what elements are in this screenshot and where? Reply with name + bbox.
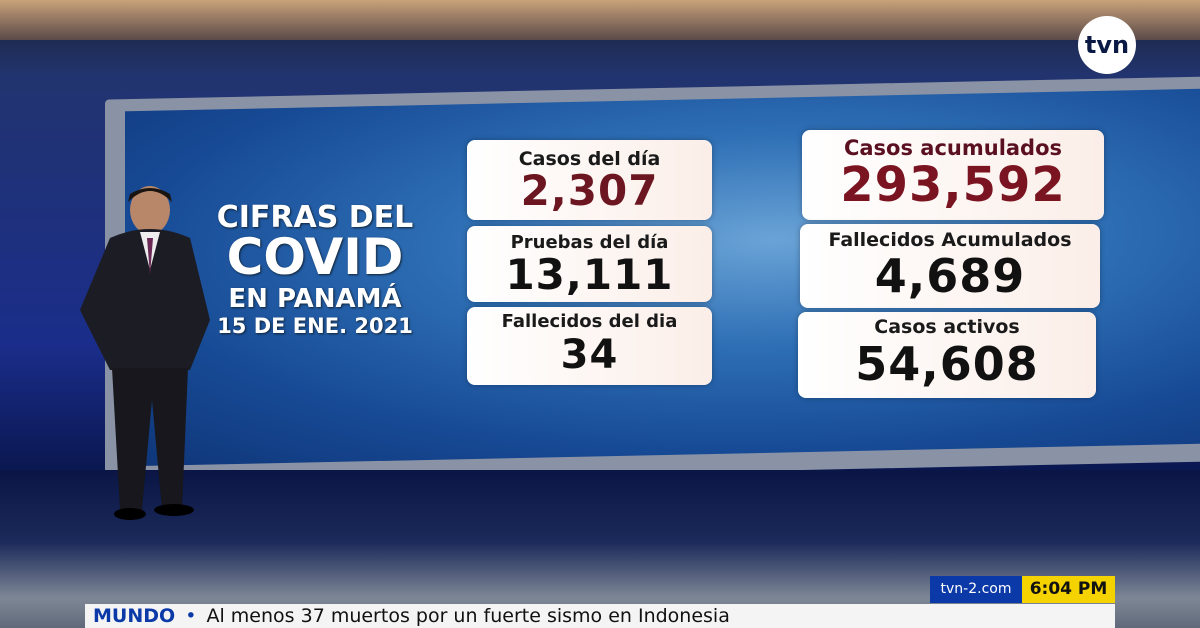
stat-card: Casos del día 2,307 bbox=[467, 140, 712, 220]
ticker-section: MUNDO bbox=[93, 605, 176, 627]
ticker-bar: MUNDO • Al menos 37 muertos por un fuert… bbox=[85, 604, 1115, 628]
board-title: COVID bbox=[226, 228, 404, 286]
presenter bbox=[80, 186, 210, 520]
stat-value: 2,307 bbox=[520, 166, 659, 215]
ticker-headline: Al menos 37 muertos por un fuerte sismo … bbox=[206, 605, 730, 627]
stat-card: Fallecidos Acumulados 4,689 bbox=[800, 224, 1100, 308]
stat-label: Fallecidos del dia bbox=[501, 311, 678, 332]
stat-label: Casos del día bbox=[518, 148, 661, 170]
stat-value: 54,608 bbox=[855, 337, 1039, 391]
stat-label: Fallecidos Acumulados bbox=[828, 229, 1072, 251]
ticker-site: tvn-2.com bbox=[930, 576, 1022, 603]
stat-value: 34 bbox=[560, 332, 619, 378]
stat-label: Pruebas del día bbox=[510, 232, 669, 253]
ceiling bbox=[0, 0, 1200, 40]
stat-label: Casos activos bbox=[874, 316, 1020, 338]
ticker-time: 6:04 PM bbox=[1022, 576, 1115, 603]
stat-card: Fallecidos del dia 34 bbox=[467, 307, 712, 385]
stat-card: Casos acumulados 293,592 bbox=[802, 130, 1104, 220]
stat-card: Casos activos 54,608 bbox=[798, 312, 1096, 398]
stat-card: Pruebas del día 13,111 bbox=[467, 226, 712, 302]
board-title: EN PANAMÁ bbox=[228, 284, 402, 314]
board-title: CIFRAS DEL bbox=[216, 200, 414, 235]
stat-value: 13,111 bbox=[505, 250, 674, 299]
stat-value: 4,689 bbox=[874, 249, 1026, 303]
stat-value: 293,592 bbox=[840, 157, 1066, 213]
board-date: 15 DE ENE. 2021 bbox=[217, 314, 413, 338]
channel-logo: tvn bbox=[1078, 16, 1136, 74]
stat-label: Casos acumulados bbox=[843, 136, 1063, 160]
ticker-separator: • bbox=[185, 605, 197, 627]
